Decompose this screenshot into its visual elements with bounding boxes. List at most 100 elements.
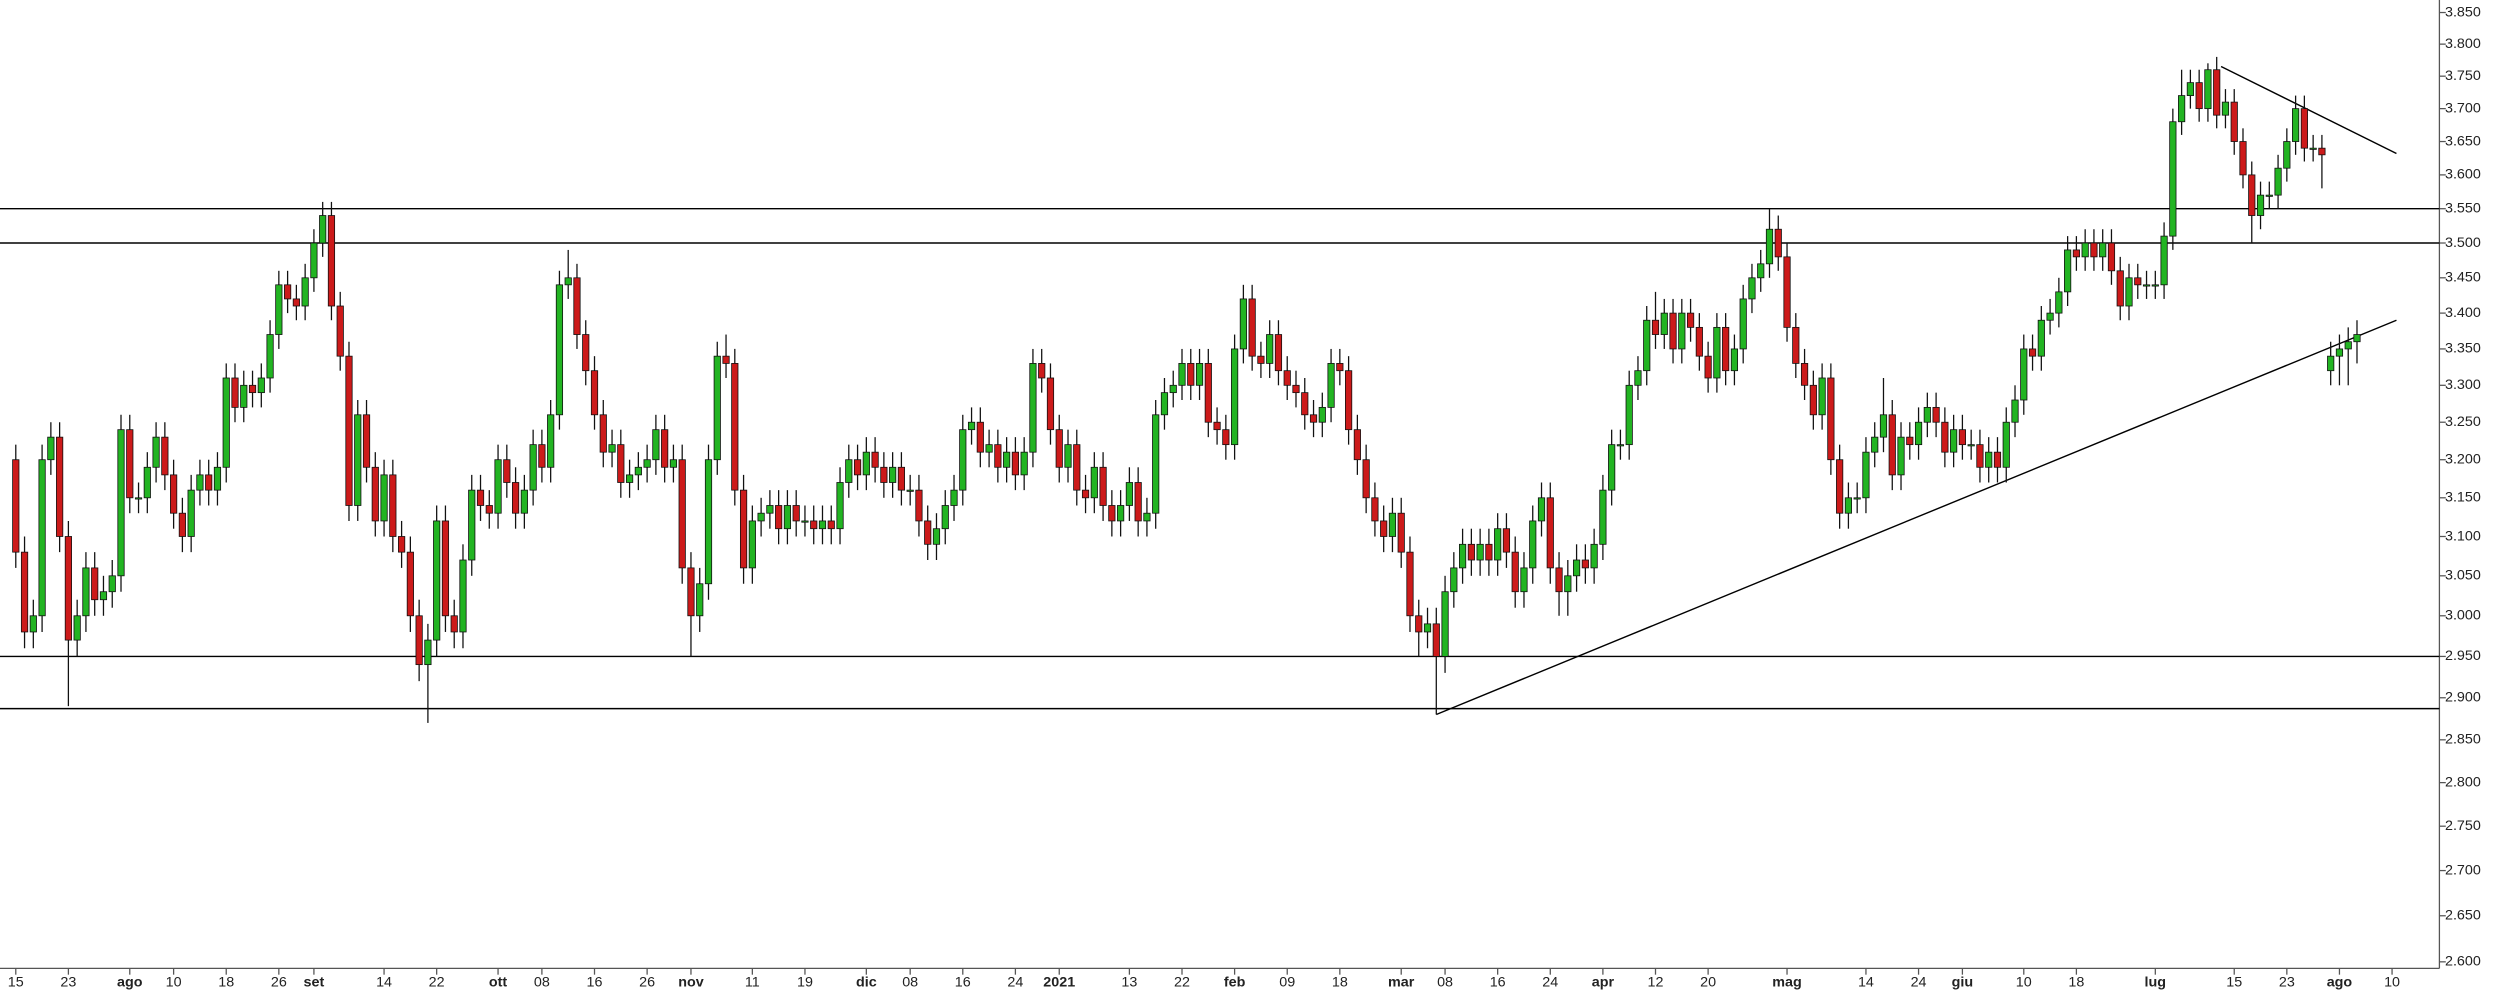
candle-body [1704, 355, 1712, 379]
x-tick-label: 10 [2016, 974, 2032, 990]
candle-body [845, 459, 853, 483]
candle-body [1143, 512, 1151, 522]
candle-body [853, 459, 862, 476]
candle-body [2353, 334, 2361, 343]
candle-body [275, 284, 283, 335]
y-tick-label: 3.800 [2445, 36, 2481, 52]
candle-body [818, 520, 827, 530]
candle-body [12, 459, 20, 553]
candle-body [915, 489, 923, 522]
candle-body [1625, 384, 1633, 446]
candle-body [2195, 82, 2203, 110]
candle-body [257, 377, 265, 394]
candle-body [1616, 444, 1625, 447]
candle-body [775, 505, 783, 530]
candle-body [1950, 429, 1958, 453]
candle-body [1590, 543, 1598, 569]
candle-body [766, 505, 774, 514]
candle-body [143, 466, 151, 499]
candle-body [459, 559, 467, 633]
candle-body [1809, 384, 1817, 416]
candle-body [1318, 406, 1326, 423]
candle-body [2160, 235, 2168, 286]
x-tick-label: 08 [534, 974, 550, 990]
candle-body [1502, 528, 1511, 553]
y-tick-label: 3.700 [2445, 100, 2481, 116]
candle-body [1362, 459, 1370, 499]
candle-body [1248, 298, 1256, 357]
candle-body [2178, 95, 2186, 123]
x-tick-label: 19 [797, 974, 813, 990]
x-tick-label: 26 [639, 974, 655, 990]
candle-body [2344, 341, 2352, 350]
candle-body [1651, 319, 1660, 335]
candle-body [1783, 256, 1791, 328]
x-tick-label: 09 [1279, 974, 1295, 990]
candle-body [1520, 567, 1528, 593]
candle-body [126, 429, 134, 499]
candle-body [1055, 429, 1063, 468]
candle-body [1301, 392, 1309, 416]
trend-line [1436, 319, 2397, 716]
y-tick-label: 3.200 [2445, 452, 2481, 468]
candle-body [2204, 69, 2212, 110]
x-tick-label: 08 [902, 974, 918, 990]
candle-body [512, 482, 520, 514]
x-tick-label: 22 [1174, 974, 1190, 990]
x-tick-label: mag [1772, 974, 1801, 990]
candle-body [354, 414, 362, 506]
candle-body [897, 466, 905, 491]
candle-body [1932, 406, 1940, 423]
candle-body [1722, 326, 1730, 372]
candle-body [564, 277, 572, 286]
y-tick-label: 3.650 [2445, 133, 2481, 149]
y-tick-label: 2.850 [2445, 732, 2481, 748]
candle-body [406, 551, 414, 617]
candle-body [1187, 363, 1195, 386]
y-tick-label: 2.750 [2445, 818, 2481, 834]
candle-body [783, 505, 792, 530]
candle-body [56, 436, 64, 537]
candle-body [2169, 121, 2177, 237]
candle-body [327, 215, 336, 307]
candle-body [1257, 355, 1265, 364]
candle-body [976, 421, 984, 453]
candle-body [1397, 512, 1405, 553]
candle-body [170, 474, 178, 514]
candle-body [827, 520, 835, 530]
candle-body [652, 429, 660, 461]
candle-body [1020, 451, 1028, 476]
candle-body [1599, 489, 1607, 545]
candle-body [187, 489, 195, 537]
candle-body [2064, 249, 2072, 293]
candle-body [20, 551, 29, 633]
candle-body [1713, 326, 1721, 379]
candle-body [643, 459, 651, 468]
candle-body [669, 459, 678, 468]
candle-body [2090, 242, 2098, 258]
candle-body [2230, 101, 2238, 142]
candle-body [1081, 489, 1090, 499]
candle-body [1213, 421, 1221, 431]
candle-body [64, 536, 72, 641]
candle-body [2239, 141, 2247, 176]
candle-body [1011, 451, 1019, 476]
x-tick-label: 20 [1700, 974, 1716, 990]
x-tick-label: 24 [1911, 974, 1927, 990]
candle-body [2072, 249, 2080, 258]
candle-body [108, 575, 116, 593]
candle-body [1923, 406, 1931, 423]
candle-body [1309, 414, 1318, 423]
x-tick-label: 16 [1490, 974, 1506, 990]
candle-body [1862, 451, 1870, 499]
candle-body [231, 377, 239, 408]
candle-body [240, 384, 248, 408]
x-tick-label: 11 [745, 974, 760, 990]
x-tick-label: 18 [1332, 974, 1348, 990]
candle-body [2335, 348, 2344, 357]
candle-body [959, 429, 967, 491]
candle-body [1608, 444, 1616, 491]
candle-body [2099, 242, 2107, 258]
candle-body [319, 215, 327, 244]
candle-body [932, 528, 941, 545]
